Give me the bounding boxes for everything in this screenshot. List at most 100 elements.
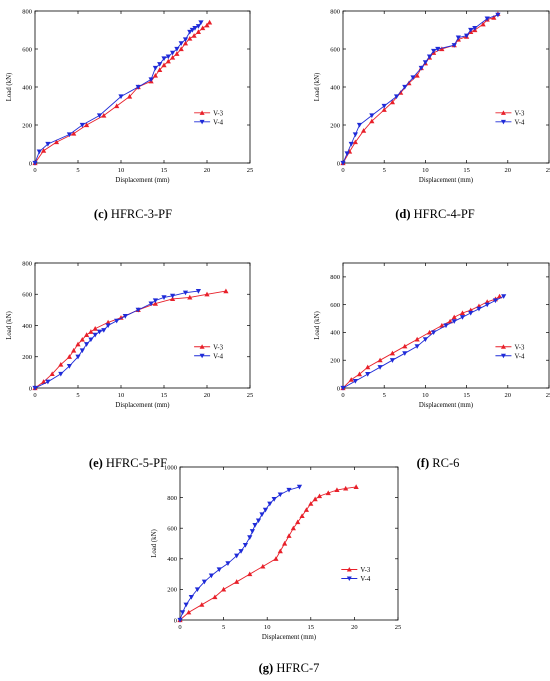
- data-point-v-3: [204, 22, 210, 28]
- data-point-v-3: [199, 602, 205, 607]
- caption-letter: (g): [259, 661, 274, 675]
- x-tick-label: 0: [33, 392, 36, 399]
- data-point-v-3: [439, 46, 445, 52]
- data-point-v-4: [476, 306, 482, 312]
- data-point-v-4: [208, 573, 214, 579]
- data-point-v-4: [58, 371, 64, 377]
- y-tick-label: 800: [22, 8, 32, 15]
- series-line-v-3: [34, 290, 226, 389]
- data-point-v-3: [84, 332, 90, 337]
- panel-caption: (e) HFRC-5-PF: [89, 456, 167, 470]
- y-tick-label: 400: [167, 556, 177, 563]
- legend-marker: [199, 344, 205, 349]
- x-axis-label: Displacement (mm): [115, 177, 169, 184]
- data-point-v-4: [418, 65, 424, 71]
- data-point-v-4: [225, 561, 231, 566]
- data-point-v-4: [402, 351, 408, 356]
- data-point-v-4: [165, 54, 171, 60]
- data-point-v-4: [352, 132, 358, 138]
- data-point-v-3: [101, 112, 107, 118]
- y-tick-label: 400: [22, 323, 32, 330]
- data-point-v-3: [491, 15, 497, 20]
- data-point-v-3: [316, 493, 323, 499]
- caption-name: HFRC-7: [273, 661, 319, 675]
- data-point-v-3: [206, 19, 213, 25]
- y-tick-label: 0: [174, 617, 177, 624]
- data-point-v-4: [45, 141, 51, 147]
- data-point-v-3: [273, 556, 279, 561]
- legend-marker: [346, 576, 352, 582]
- legend-marker: [199, 353, 205, 359]
- y-tick-label: 0: [337, 160, 340, 167]
- x-tick-label: 10: [118, 167, 125, 174]
- legend-label: V-3: [514, 110, 525, 117]
- data-point-v-4: [79, 348, 85, 354]
- data-point-v-3: [49, 371, 55, 377]
- y-tick-label: 400: [330, 84, 340, 91]
- data-point-v-4: [189, 27, 195, 33]
- data-point-v-3: [204, 291, 210, 297]
- data-point-v-3: [105, 319, 111, 325]
- data-point-v-4: [451, 319, 457, 324]
- data-point-v-4: [152, 298, 158, 304]
- legend-marker: [199, 119, 205, 125]
- caption-letter: (c): [94, 207, 108, 221]
- x-tick-label: 10: [118, 392, 125, 399]
- data-point-v-4: [84, 342, 90, 347]
- x-tick-label: 5: [383, 392, 386, 399]
- data-point-v-3: [79, 336, 85, 342]
- data-point-v-4: [252, 523, 258, 528]
- legend-marker: [199, 110, 205, 115]
- x-tick-label: 5: [222, 624, 225, 631]
- data-point-v-4: [262, 507, 269, 513]
- data-point-v-3: [221, 586, 227, 592]
- y-tick-label: 800: [22, 260, 32, 267]
- data-point-v-4: [340, 160, 346, 166]
- data-point-v-3: [178, 46, 184, 52]
- data-point-v-4: [180, 610, 186, 615]
- x-tick-label: 25: [546, 167, 550, 174]
- x-tick-label: 15: [463, 167, 470, 174]
- y-tick-label: 600: [167, 526, 177, 533]
- data-point-v-4: [259, 512, 265, 518]
- data-point-v-4: [431, 48, 437, 54]
- data-point-v-3: [223, 288, 229, 294]
- y-tick-label: 0: [29, 160, 32, 167]
- data-point-v-4: [443, 323, 449, 329]
- data-point-v-3: [343, 485, 349, 491]
- x-tick-label: 20: [505, 392, 512, 399]
- legend-marker: [500, 110, 506, 115]
- data-point-v-3: [377, 357, 383, 363]
- data-point-v-3: [84, 122, 90, 128]
- data-point-v-4: [484, 302, 490, 308]
- y-tick-label: 400: [330, 330, 340, 337]
- legend-marker: [346, 567, 352, 572]
- data-point-v-3: [414, 73, 420, 78]
- data-point-v-3: [182, 40, 189, 46]
- data-point-v-4: [75, 354, 81, 360]
- x-tick-label: 20: [505, 167, 512, 174]
- x-tick-label: 15: [308, 624, 315, 631]
- x-tick-label: 5: [76, 167, 79, 174]
- data-point-v-4: [381, 103, 387, 109]
- data-point-v-3: [295, 519, 301, 525]
- data-point-v-4: [484, 16, 490, 22]
- data-point-v-4: [152, 65, 158, 71]
- data-point-v-3: [299, 513, 305, 519]
- data-point-v-4: [344, 151, 350, 157]
- data-point-v-3: [127, 93, 133, 99]
- data-point-v-4: [45, 379, 51, 385]
- y-tick-label: 600: [330, 302, 340, 309]
- panel-caption: (g) HFRC-7: [259, 661, 320, 675]
- data-point-v-4: [170, 293, 176, 299]
- data-point-v-4: [410, 75, 416, 81]
- legend-marker: [500, 344, 506, 349]
- data-point-v-4: [135, 84, 141, 90]
- legend-label: V-4: [213, 353, 224, 360]
- data-point-v-4: [182, 37, 189, 43]
- data-point-v-3: [41, 379, 47, 384]
- data-point-v-4: [96, 329, 103, 335]
- data-point-v-3: [389, 99, 396, 105]
- x-tick-label: 0: [178, 624, 181, 631]
